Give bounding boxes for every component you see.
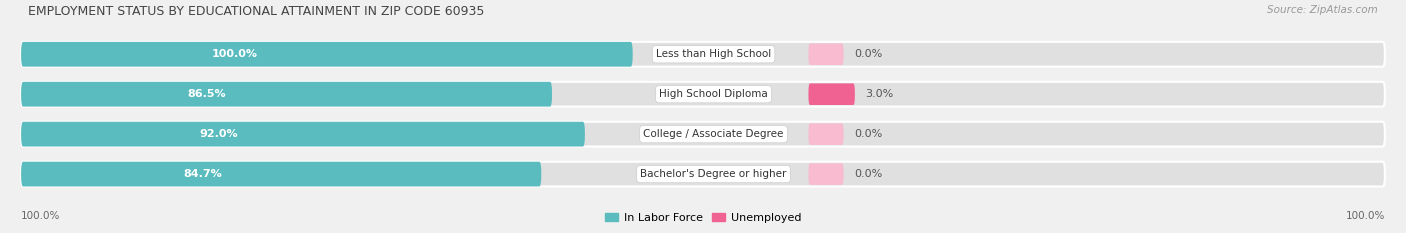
Text: 84.7%: 84.7% [184,169,222,179]
Text: 0.0%: 0.0% [855,169,883,179]
Text: 100.0%: 100.0% [21,211,60,221]
Text: 100.0%: 100.0% [212,49,259,59]
Text: 100.0%: 100.0% [1346,211,1385,221]
Text: Source: ZipAtlas.com: Source: ZipAtlas.com [1267,5,1378,15]
Text: 3.0%: 3.0% [866,89,894,99]
Text: High School Diploma: High School Diploma [659,89,768,99]
FancyBboxPatch shape [21,42,633,67]
Legend: In Labor Force, Unemployed: In Labor Force, Unemployed [600,209,806,227]
Text: 0.0%: 0.0% [855,129,883,139]
Text: 92.0%: 92.0% [200,129,238,139]
FancyBboxPatch shape [808,163,844,185]
FancyBboxPatch shape [21,162,1385,186]
Text: EMPLOYMENT STATUS BY EDUCATIONAL ATTAINMENT IN ZIP CODE 60935: EMPLOYMENT STATUS BY EDUCATIONAL ATTAINM… [28,5,485,18]
FancyBboxPatch shape [808,83,855,105]
FancyBboxPatch shape [808,123,844,145]
Text: 86.5%: 86.5% [187,89,226,99]
FancyBboxPatch shape [808,44,844,65]
FancyBboxPatch shape [21,122,585,147]
Text: Less than High School: Less than High School [657,49,770,59]
FancyBboxPatch shape [21,82,553,106]
FancyBboxPatch shape [21,162,541,186]
FancyBboxPatch shape [21,82,1385,106]
FancyBboxPatch shape [21,42,1385,67]
FancyBboxPatch shape [21,122,1385,147]
Text: Bachelor's Degree or higher: Bachelor's Degree or higher [640,169,787,179]
Text: 0.0%: 0.0% [855,49,883,59]
Text: College / Associate Degree: College / Associate Degree [644,129,783,139]
